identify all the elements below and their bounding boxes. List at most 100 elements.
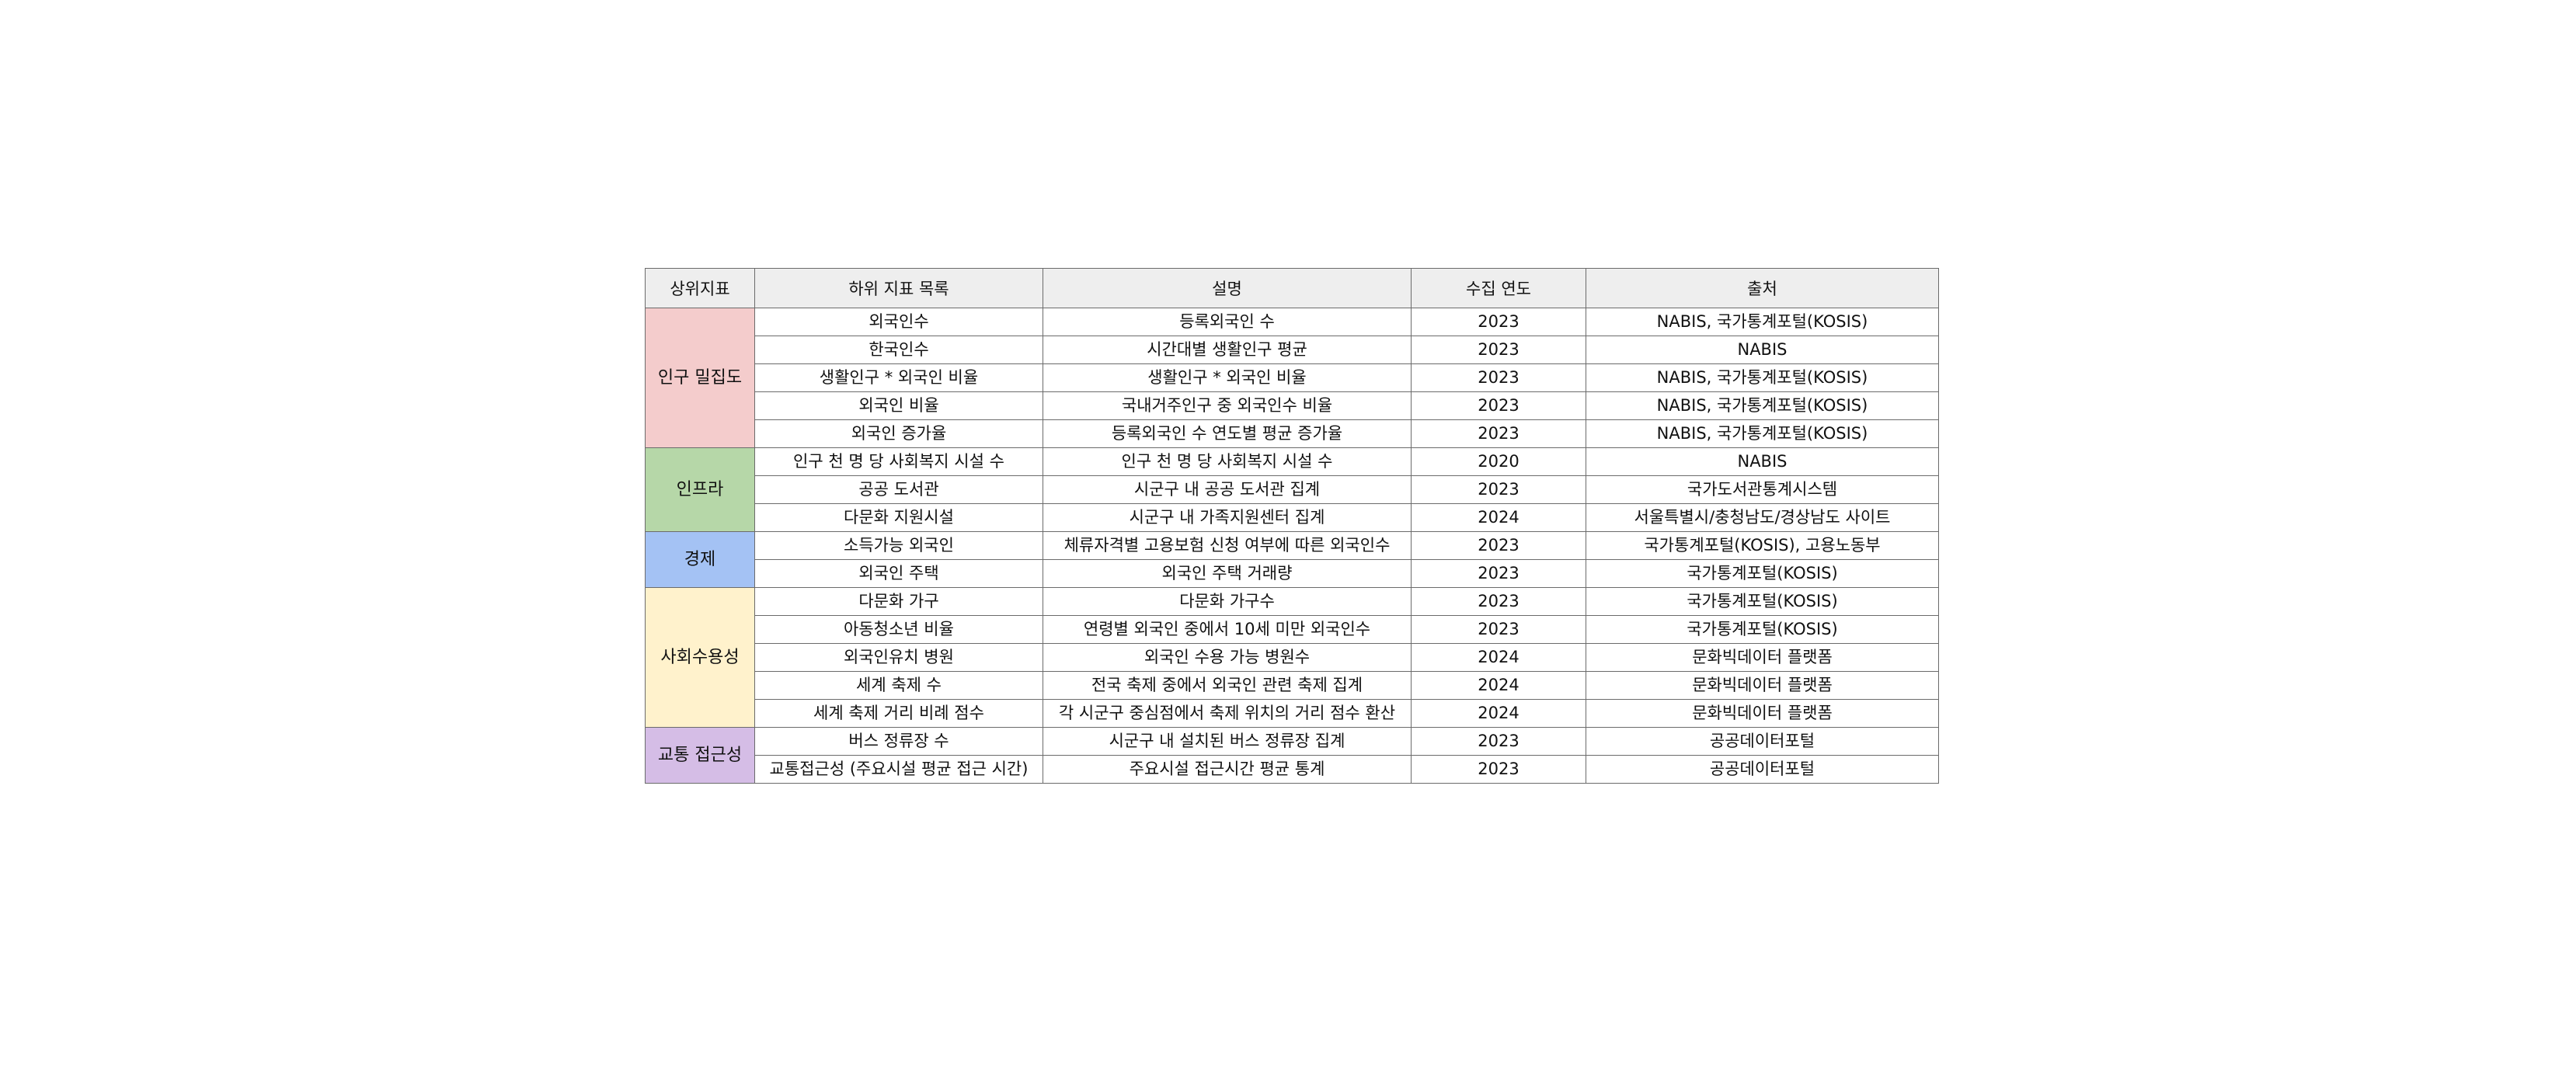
indicator-table: 상위지표 하위 지표 목록 설명 수집 연도 출처 인구 밀집도 외국인수 등록외국… xyxy=(645,268,1939,784)
sub-indicator-cell: 외국인수 xyxy=(754,308,1043,336)
year-cell: 2023 xyxy=(1411,391,1586,420)
description-cell: 생활인구 * 외국인 비율 xyxy=(1043,363,1412,392)
description-cell: 연령별 외국인 중에서 10세 미만 외국인수 xyxy=(1043,615,1412,644)
table-row: 인구 밀집도 외국인수 등록외국인 수 2023 NABIS, 국가통계포털(KOSIS… xyxy=(645,308,1939,448)
sub-indicator-cell: 세계 축제 수 xyxy=(754,671,1043,700)
sub-indicator-cell: 세계 축제 거리 비례 점수 xyxy=(754,699,1043,728)
header-description: 설명 xyxy=(1043,268,1412,308)
sub-indicator-cell: 다문화 지원시설 xyxy=(754,503,1043,532)
sub-indicator-cell: 다문화 가구 xyxy=(754,587,1043,616)
description-cell: 국내거주인구 중 외국인수 비율 xyxy=(1043,391,1412,420)
source-cell: 문화빅데이터 플랫폼 xyxy=(1586,671,1939,700)
description-cell: 인구 천 명 당 사회복지 시설 수 xyxy=(1043,447,1412,476)
description-cell: 전국 축제 중에서 외국인 관련 축제 집계 xyxy=(1043,671,1412,700)
table-row: 세계 축제 수 전국 축제 중에서 외국인 관련 축제 집계 2024 문화빅데이터 … xyxy=(646,671,1939,700)
year-cell: 2023 xyxy=(1411,587,1586,616)
description-cell: 체류자격별 고용보험 신청 여부에 따른 외국인수 xyxy=(1043,531,1412,560)
table-row: 생활인구 * 외국인 비율 생활인구 * 외국인 비율 2023 NABIS, 국가통… xyxy=(646,363,1939,392)
year-cell: 2023 xyxy=(1411,755,1586,784)
sub-indicator-cell: 소득가능 외국인 xyxy=(754,531,1043,560)
table-row: 외국인 증가율 등록외국인 수 연도별 평균 증가율 2023 NABIS, 국가통계… xyxy=(646,419,1939,448)
source-cell: 서울특별시/충청남도/경상남도 사이트 xyxy=(1586,503,1939,532)
source-cell: 문화빅데이터 플랫폼 xyxy=(1586,643,1939,672)
table-row: 경제 소득가능 외국인 체류자격별 고용보험 신청 여부에 따른 외국인수 2023 국… xyxy=(645,531,1939,588)
sub-indicator-cell: 버스 정류장 수 xyxy=(754,727,1043,756)
sub-indicator-cell: 아동청소년 비율 xyxy=(754,615,1043,644)
source-cell: 공공데이터포털 xyxy=(1586,755,1939,784)
header-collection-year: 수집 연도 xyxy=(1411,268,1586,308)
description-cell: 다문화 가구수 xyxy=(1043,587,1412,616)
group-cell: 인프라 xyxy=(645,447,755,532)
year-cell: 2023 xyxy=(1411,363,1586,392)
table-row: 외국인 주택 외국인 주택 거래량 2023 국가통계포털(KOSIS) xyxy=(646,559,1939,588)
source-cell: 국가통계포털(KOSIS), 고용노동부 xyxy=(1586,531,1939,560)
year-cell: 2023 xyxy=(1411,475,1586,504)
header-row: 상위지표 하위 지표 목록 설명 수집 연도 출처 xyxy=(645,268,1939,308)
source-cell: NABIS, 국가통계포털(KOSIS) xyxy=(1586,419,1939,448)
sub-indicator-cell: 외국인유치 병원 xyxy=(754,643,1043,672)
year-cell: 2024 xyxy=(1411,699,1586,728)
description-cell: 각 시군구 중심점에서 축제 위치의 거리 점수 환산 xyxy=(1043,699,1412,728)
sub-indicator-cell: 한국인수 xyxy=(754,336,1043,364)
description-cell: 외국인 수용 가능 병원수 xyxy=(1043,643,1412,672)
source-cell: NABIS, 국가통계포털(KOSIS) xyxy=(1586,391,1939,420)
year-cell: 2023 xyxy=(1411,727,1586,756)
year-cell: 2023 xyxy=(1411,615,1586,644)
source-cell: 국가통계포털(KOSIS) xyxy=(1586,615,1939,644)
year-cell: 2024 xyxy=(1411,671,1586,700)
table-row: 외국인 비율 국내거주인구 중 외국인수 비율 2023 NABIS, 국가통계포털(… xyxy=(646,391,1939,420)
header-source: 출처 xyxy=(1586,268,1939,308)
year-cell: 2023 xyxy=(1411,308,1586,336)
sub-indicator-cell: 인구 천 명 당 사회복지 시설 수 xyxy=(754,447,1043,476)
table-row: 외국인유치 병원 외국인 수용 가능 병원수 2024 문화빅데이터 플랫폼 xyxy=(646,643,1939,672)
table-row: 한국인수 시간대별 생활인구 평균 2023 NABIS xyxy=(646,336,1939,364)
table-row: 다문화 지원시설 시군구 내 가족지원센터 집계 2024 서울특별시/충청남도/경상… xyxy=(646,503,1939,532)
description-cell: 시군구 내 설치된 버스 정류장 집계 xyxy=(1043,727,1412,756)
source-cell: NABIS xyxy=(1586,447,1939,476)
year-cell: 2023 xyxy=(1411,336,1586,364)
year-cell: 2023 xyxy=(1411,559,1586,588)
year-cell: 2023 xyxy=(1411,419,1586,448)
source-cell: 공공데이터포털 xyxy=(1586,727,1939,756)
table-row: 사회수용성 다문화 가구 다문화 가구수 2023 국가통계포털(KOSIS) xyxy=(645,587,1939,728)
description-cell: 시군구 내 공공 도서관 집계 xyxy=(1043,475,1412,504)
sub-indicator-cell: 외국인 비율 xyxy=(754,391,1043,420)
source-cell: 국가도서관통계시스템 xyxy=(1586,475,1939,504)
table-body: 인구 밀집도 외국인수 등록외국인 수 2023 NABIS, 국가통계포털(KOSIS… xyxy=(645,308,1939,784)
sub-indicator-cell: 교통접근성 (주요시설 평균 접근 시간) xyxy=(754,755,1043,784)
header-sub-indicators: 하위 지표 목록 xyxy=(754,268,1043,308)
source-cell: 국가통계포털(KOSIS) xyxy=(1586,559,1939,588)
description-cell: 외국인 주택 거래량 xyxy=(1043,559,1412,588)
description-cell: 시간대별 생활인구 평균 xyxy=(1043,336,1412,364)
table-header: 상위지표 하위 지표 목록 설명 수집 연도 출처 xyxy=(645,268,1939,308)
group-cell: 교통 접근성 xyxy=(645,727,755,784)
description-cell: 주요시설 접근시간 평균 통계 xyxy=(1043,755,1412,784)
source-cell: NABIS, 국가통계포털(KOSIS) xyxy=(1586,363,1939,392)
source-cell: 문화빅데이터 플랫폼 xyxy=(1586,699,1939,728)
table-row: 교통 접근성 버스 정류장 수 시군구 내 설치된 버스 정류장 집계 2023 공공데… xyxy=(645,727,1939,784)
source-cell: NABIS xyxy=(1586,336,1939,364)
sub-indicator-cell: 생활인구 * 외국인 비율 xyxy=(754,363,1043,392)
sub-indicator-cell: 외국인 증가율 xyxy=(754,419,1043,448)
group-cell: 사회수용성 xyxy=(645,587,755,728)
table-row: 교통접근성 (주요시설 평균 접근 시간) 주요시설 접근시간 평균 통계 2023… xyxy=(646,755,1939,784)
sub-indicator-cell: 외국인 주택 xyxy=(754,559,1043,588)
source-cell: 국가통계포털(KOSIS) xyxy=(1586,587,1939,616)
sub-indicator-cell: 공공 도서관 xyxy=(754,475,1043,504)
year-cell: 2024 xyxy=(1411,503,1586,532)
group-cell: 경제 xyxy=(645,531,755,588)
description-cell: 시군구 내 가족지원센터 집계 xyxy=(1043,503,1412,532)
table-row: 공공 도서관 시군구 내 공공 도서관 집계 2023 국가도서관통계시스템 xyxy=(646,475,1939,504)
description-cell: 등록외국인 수 xyxy=(1043,308,1412,336)
source-cell: NABIS, 국가통계포털(KOSIS) xyxy=(1586,308,1939,336)
table-row: 세계 축제 거리 비례 점수 각 시군구 중심점에서 축제 위치의 거리 점수 환… xyxy=(646,699,1939,728)
description-cell: 등록외국인 수 연도별 평균 증가율 xyxy=(1043,419,1412,448)
table-row: 아동청소년 비율 연령별 외국인 중에서 10세 미만 외국인수 2023 국가통계포… xyxy=(646,615,1939,644)
header-top-indicator: 상위지표 xyxy=(645,268,755,308)
group-cell: 인구 밀집도 xyxy=(645,308,755,448)
year-cell: 2023 xyxy=(1411,531,1586,560)
year-cell: 2020 xyxy=(1411,447,1586,476)
year-cell: 2024 xyxy=(1411,643,1586,672)
